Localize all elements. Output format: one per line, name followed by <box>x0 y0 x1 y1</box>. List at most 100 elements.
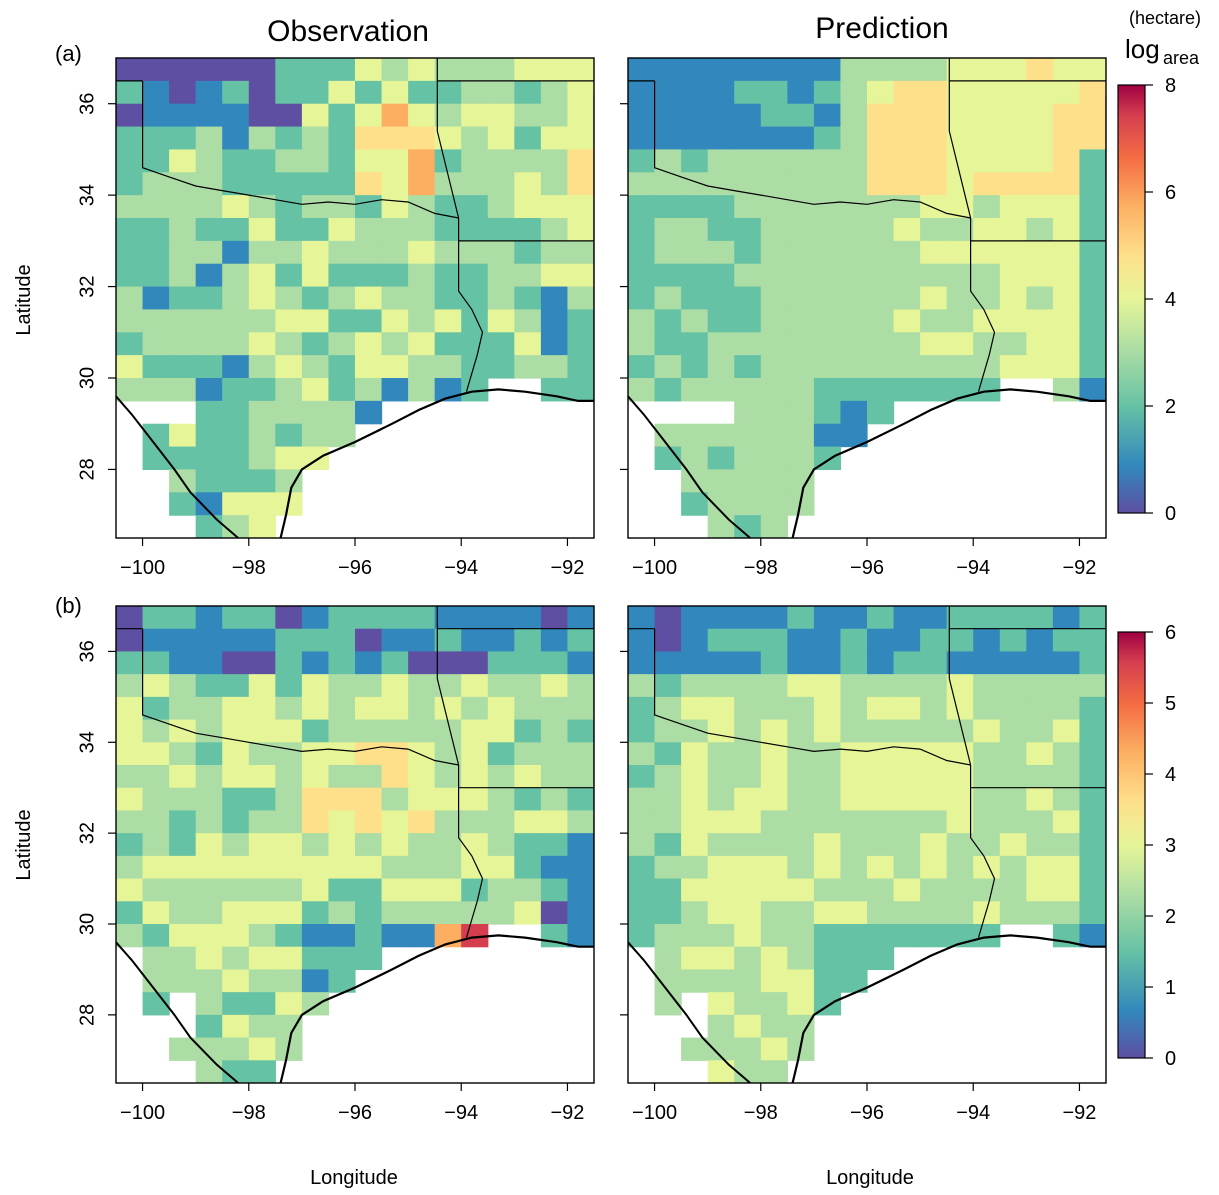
heatmap-cell <box>195 263 223 288</box>
heatmap-cell <box>169 628 197 653</box>
heatmap-cell <box>760 286 788 311</box>
heatmap-cell <box>867 946 895 971</box>
heatmap-cell <box>813 855 842 880</box>
heatmap-cell <box>1079 765 1106 789</box>
heatmap-cell <box>248 674 276 698</box>
colorbar-top-label: 4 <box>1165 289 1176 311</box>
heatmap-cell <box>487 263 515 288</box>
heatmap-cell <box>813 969 842 993</box>
heatmap-cell <box>760 946 788 971</box>
heatmap-cell <box>734 719 762 743</box>
rio-grande-border <box>116 941 239 1083</box>
heatmap-cell <box>275 628 303 653</box>
heatmap-cell <box>514 309 542 333</box>
heatmap-cell <box>867 309 895 333</box>
heatmap-cell <box>707 719 735 743</box>
heatmap-cell <box>840 855 868 880</box>
heatmap-cell <box>920 149 948 173</box>
heatmap-cell <box>734 80 762 105</box>
heatmap-cell <box>973 355 1001 379</box>
heatmap-cell <box>487 674 515 698</box>
heatmap-cell <box>567 878 594 902</box>
heatmap-cell <box>681 446 709 471</box>
heatmap-cell <box>654 969 682 993</box>
heatmap-cell <box>275 946 303 971</box>
heatmap-cell <box>628 719 656 743</box>
heatmap-cell <box>893 606 921 630</box>
heatmap-cell <box>222 628 250 653</box>
heatmap-cell <box>381 378 409 402</box>
heatmap-cell <box>654 126 682 151</box>
heatmap-cell <box>654 309 682 333</box>
heatmap-cell <box>1079 878 1106 902</box>
state-border <box>969 765 996 938</box>
heatmap-cell <box>116 378 144 402</box>
heatmap-cell <box>707 787 735 812</box>
heatmap-cell <box>946 765 974 789</box>
heatmap-cell <box>707 58 735 82</box>
heatmap-cell <box>116 719 144 743</box>
heatmap-cell <box>461 103 489 128</box>
heatmap-cell <box>787 218 815 242</box>
heatmap-cell <box>946 332 974 356</box>
heatmap-cell <box>328 719 356 743</box>
heatmap-cell <box>222 355 250 379</box>
heatmap-cell <box>893 651 921 675</box>
heatmap-cell <box>195 172 223 196</box>
heatmap-cell <box>540 240 569 265</box>
heatmap-cell <box>248 286 276 311</box>
heatmap-cell <box>328 378 356 402</box>
heatmap-cell <box>999 332 1027 356</box>
heatmap-cell <box>1026 742 1054 766</box>
heatmap-cell <box>654 103 682 128</box>
heatmap-cell <box>1026 674 1054 698</box>
heatmap-cell <box>381 332 409 356</box>
heatmap-cell <box>654 855 682 880</box>
heatmap-cell <box>116 286 144 311</box>
heatmap-cell <box>301 378 330 402</box>
heatmap-cell <box>328 765 356 789</box>
heatmap-cell <box>567 810 594 834</box>
heatmap-cell <box>142 742 170 766</box>
state-border <box>458 765 484 938</box>
heatmap-cell <box>681 263 709 288</box>
heatmap-cell <box>434 674 462 698</box>
heatmap-cell <box>1026 240 1054 265</box>
heatmap-cell <box>328 628 356 653</box>
heatmap-cell <box>787 719 815 743</box>
heatmap-cell <box>275 286 303 311</box>
heatmap-cell <box>381 606 409 630</box>
heatmap-cell <box>760 103 788 128</box>
heatmap-cell <box>707 628 735 653</box>
heatmap-cell <box>567 628 594 653</box>
heatmap-cell <box>487 855 515 880</box>
heatmap-cell <box>328 400 356 425</box>
heatmap-cell <box>867 628 895 653</box>
heatmap-cell <box>734 515 762 538</box>
heatmap-cell <box>840 332 868 356</box>
heatmap-cell <box>116 628 144 653</box>
heatmap-cell <box>707 446 735 471</box>
heatmap-cell <box>248 1014 276 1039</box>
heatmap-cell <box>328 674 356 698</box>
heatmap-cell <box>540 855 569 880</box>
heatmap-cell <box>461 855 489 880</box>
heatmap-cell <box>461 172 489 196</box>
heatmap-cell <box>116 355 144 379</box>
heatmap-cell <box>142 218 170 242</box>
heatmap-cell <box>840 309 868 333</box>
heatmap-cell <box>301 742 330 766</box>
heatmap-cell <box>275 195 303 219</box>
heatmap-cell <box>760 446 788 471</box>
heatmap-cell <box>999 606 1027 630</box>
heatmap-cell <box>222 446 250 471</box>
heatmap-cell <box>973 80 1001 105</box>
heatmap-cell <box>434 901 462 925</box>
heatmap-cell <box>248 719 276 743</box>
heatmap-cell <box>734 1060 762 1083</box>
ylabel-top: Latitude <box>13 264 35 335</box>
heatmap-cell <box>355 309 383 333</box>
heatmap-cell <box>973 833 1001 857</box>
heatmap-cell <box>540 103 569 128</box>
heatmap-cell <box>142 696 170 721</box>
